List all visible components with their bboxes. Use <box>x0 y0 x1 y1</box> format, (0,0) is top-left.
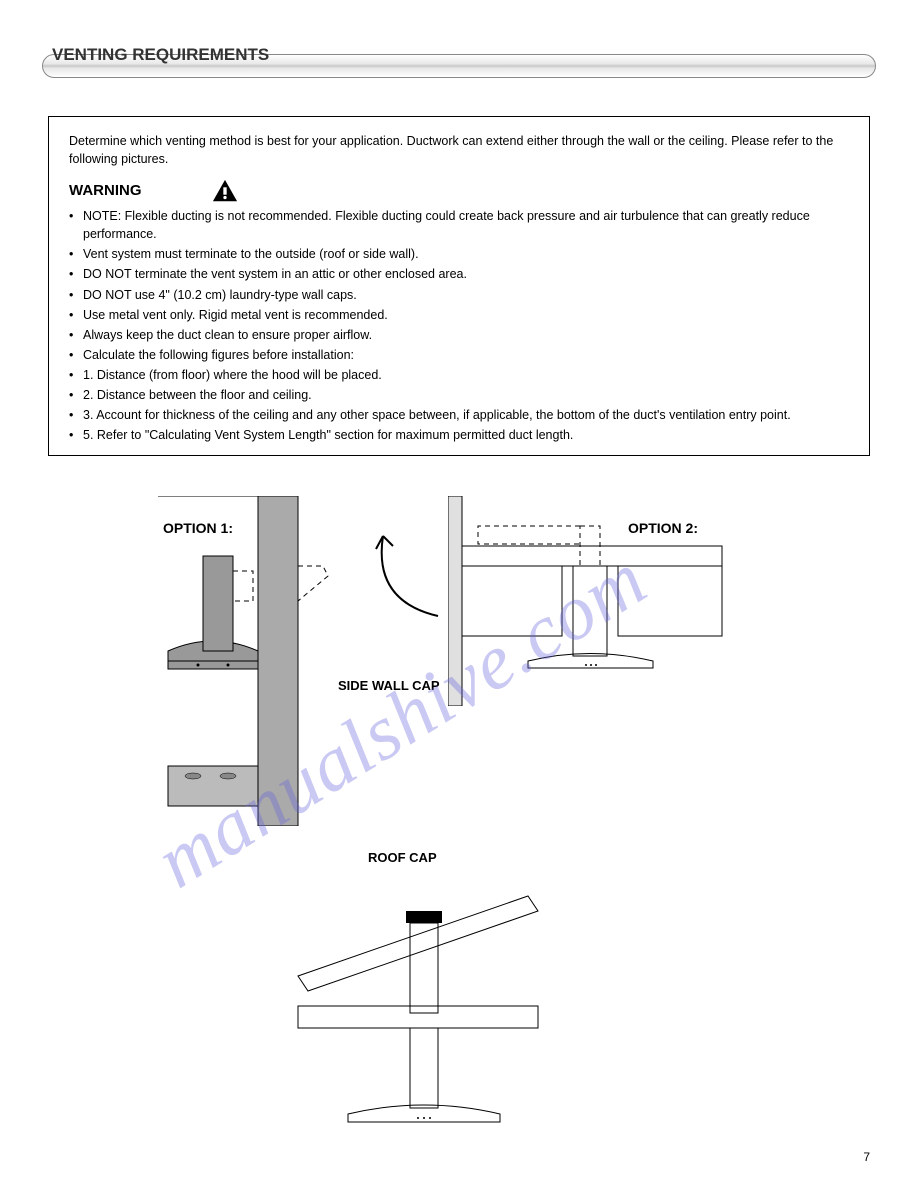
option1-diagram <box>158 496 348 826</box>
warning-box: Determine which venting method is best f… <box>48 116 870 456</box>
bullet-item: 5. Refer to "Calculating Vent System Len… <box>69 426 849 444</box>
page-number: 7 <box>863 1150 870 1164</box>
bullet-item: DO NOT terminate the vent system in an a… <box>69 265 849 283</box>
warning-label: WARNING <box>69 182 142 199</box>
bullet-item: DO NOT use 4" (10.2 cm) laundry-type wal… <box>69 286 849 304</box>
bullet-item: Always keep the duct clean to ensure pro… <box>69 326 849 344</box>
warning-bullets: NOTE: Flexible ducting is not recommende… <box>69 207 849 445</box>
page-title: VENTING REQUIREMENTS <box>52 45 269 65</box>
bullet-item: Use metal vent only. Rigid metal vent is… <box>69 306 849 324</box>
diagram-area: OPTION 1: OPTION 2: SIDE WALL CAP ROOF C… <box>48 486 870 1146</box>
sidewall-cap-label: SIDE WALL CAP <box>338 678 440 693</box>
bullet-item: 2. Distance between the floor and ceilin… <box>69 386 849 404</box>
roofcap-diagram <box>278 856 578 1146</box>
bullet-item: Calculate the following figures before i… <box>69 346 849 364</box>
warning-icon <box>211 178 239 204</box>
bullet-item: NOTE: Flexible ducting is not recommende… <box>69 207 849 243</box>
bullet-item: 1. Distance (from floor) where the hood … <box>69 366 849 384</box>
warning-intro: Determine which venting method is best f… <box>69 133 849 168</box>
bullet-item: 3. Account for thickness of the ceiling … <box>69 406 849 424</box>
warning-header: WARNING <box>69 182 849 199</box>
option2-diagram <box>448 496 728 706</box>
bullet-item: Vent system must terminate to the outsid… <box>69 245 849 263</box>
